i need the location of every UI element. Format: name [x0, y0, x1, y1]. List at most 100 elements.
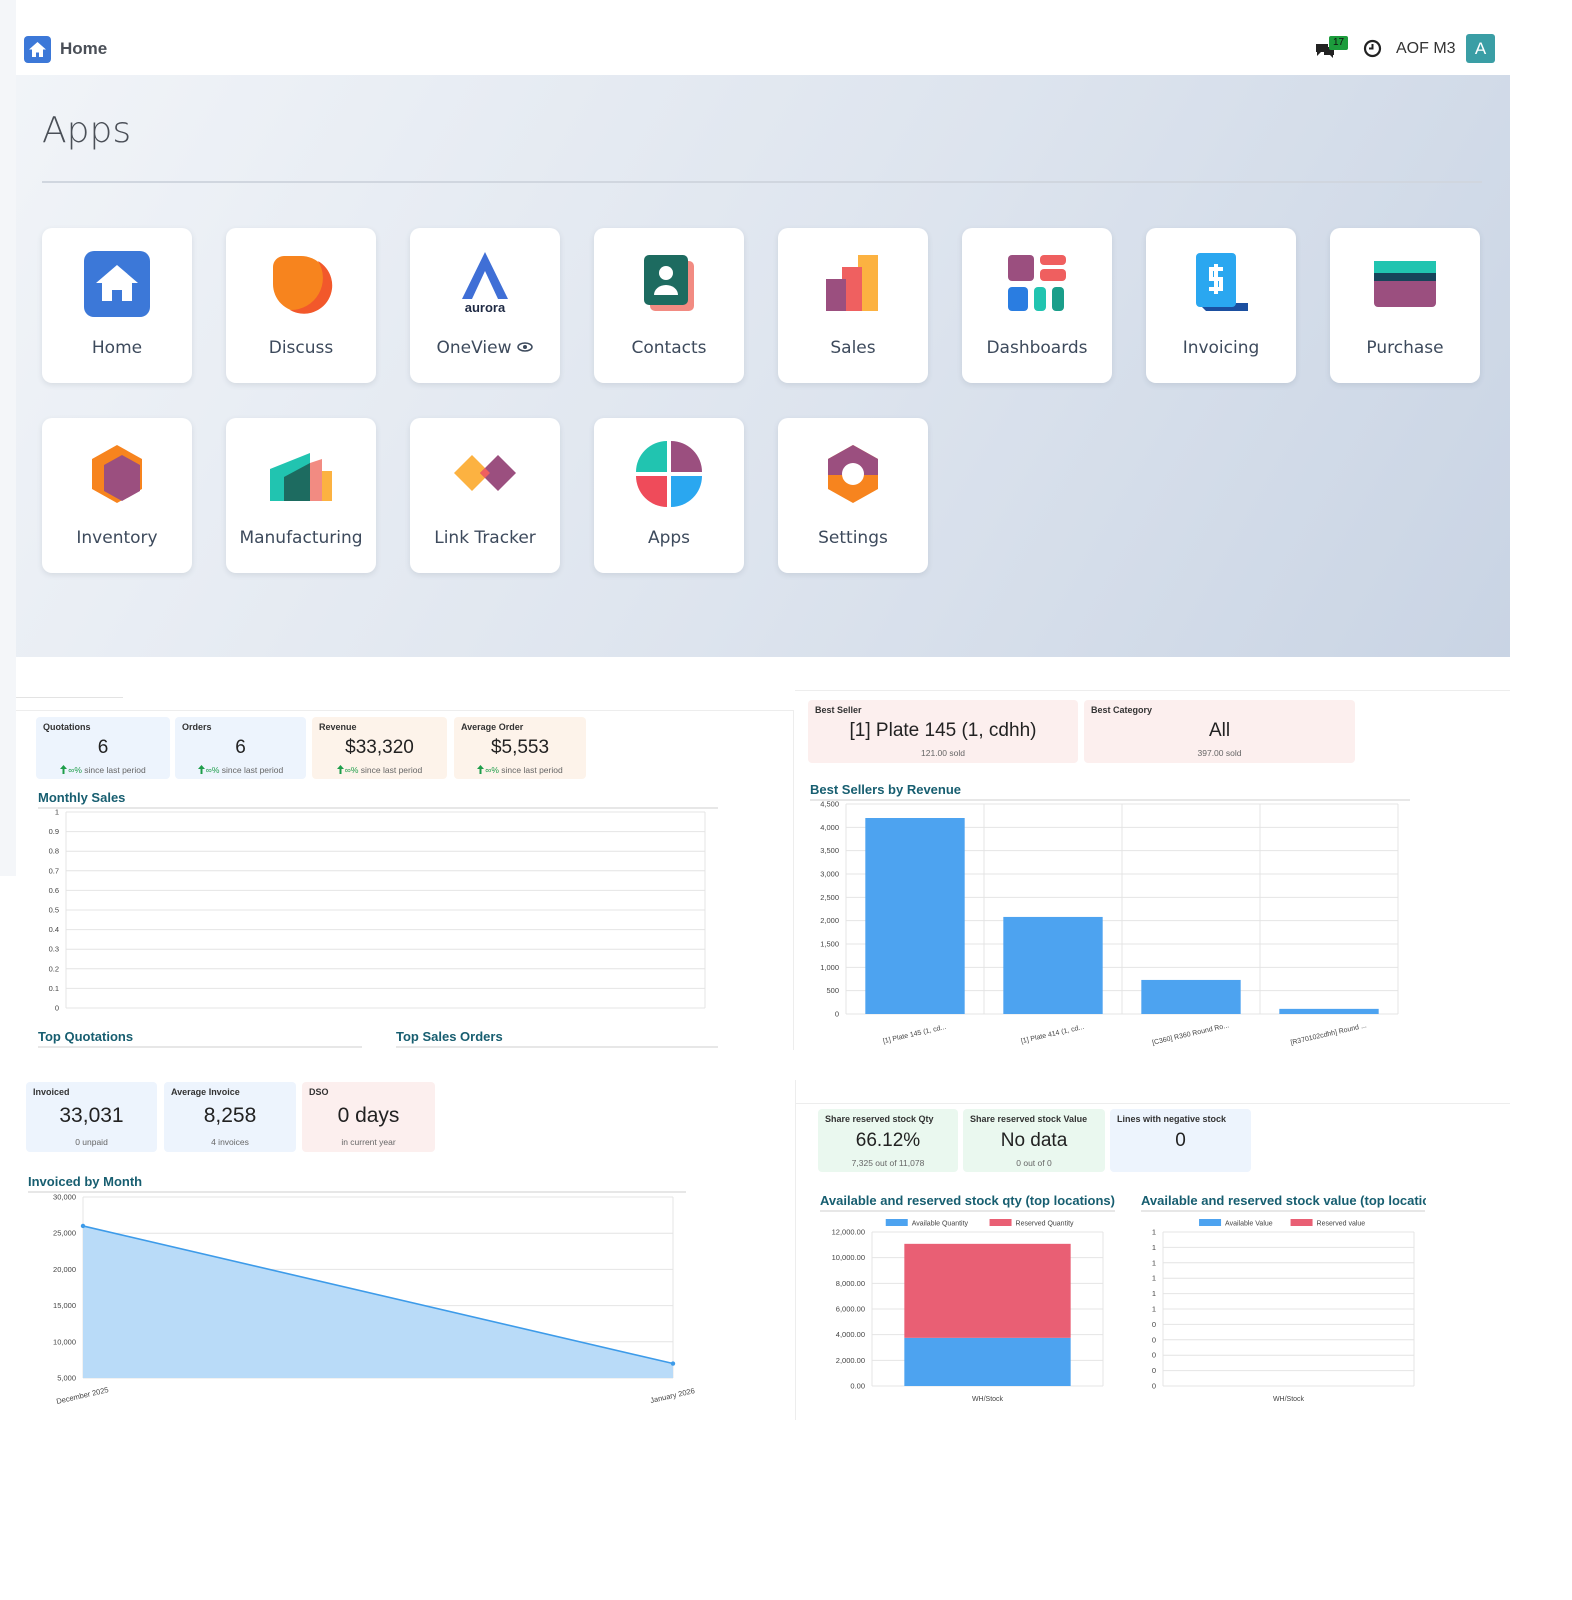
kpi-note-text: 7,325 out of 11,078 — [851, 1158, 925, 1168]
app-card[interactable]: Home — [42, 228, 192, 383]
kpi-note: 4 invoices — [164, 1137, 296, 1147]
section-title: Top Quotations — [38, 1029, 133, 1044]
app-card[interactable]: Purchase — [1330, 228, 1480, 383]
section-title: Best Sellers by Revenue — [810, 782, 961, 797]
breadcrumb[interactable]: Home — [60, 39, 108, 58]
legend-label: Reserved value — [1317, 1221, 1366, 1228]
kpi-card: Invoiced 33,031 0 unpaid — [26, 1082, 157, 1152]
app-card[interactable]: Invoicing — [1146, 228, 1296, 383]
kpi-label: Share reserved stock Qty — [825, 1114, 934, 1124]
kpi-note-text: 4 invoices — [211, 1137, 249, 1147]
y-tick-label: 8,000.00 — [836, 1279, 865, 1288]
legend-swatch — [989, 1219, 1012, 1226]
y-tick-label: 1 — [55, 808, 59, 817]
icon-shape — [480, 455, 516, 491]
y-tick-label: 25,000 — [53, 1229, 76, 1238]
left-accent — [0, 0, 16, 876]
app-label: Contacts — [631, 338, 707, 358]
icon-shape — [828, 445, 878, 475]
y-tick-label: 0 — [1152, 1351, 1156, 1360]
x-tick-label: [1] Plate 145 (1, cd... — [882, 1024, 947, 1045]
y-tick-label: 2,000 — [820, 916, 839, 925]
kpi-value: $5,553 — [490, 737, 550, 758]
icon-shape — [1374, 261, 1436, 273]
app-card[interactable]: Sales — [778, 228, 928, 383]
user-name[interactable]: AOF M3 — [1396, 40, 1456, 57]
app-card[interactable]: Inventory — [42, 418, 192, 573]
kpi-note: 7,325 out of 11,078 — [818, 1158, 958, 1168]
kpi-value: 33,031 — [59, 1104, 124, 1127]
x-tick-label: January 2026 — [649, 1386, 695, 1405]
legend-label: Available Quantity — [912, 1221, 969, 1228]
section-divider — [16, 710, 793, 711]
y-tick-label: 0 — [1152, 1366, 1156, 1375]
app-card[interactable]: Dashboards — [962, 228, 1112, 383]
section-title: Available and reserved stock qty (top lo… — [820, 1193, 1115, 1208]
user-avatar[interactable]: A — [1466, 34, 1495, 63]
icon-shape — [671, 441, 702, 472]
kpi-value: [1] Plate 145 (1, cdhh) — [849, 720, 1037, 741]
y-tick-label: 2,000.00 — [836, 1356, 865, 1365]
arrow-shape — [477, 765, 485, 774]
app-label: Sales — [830, 338, 876, 358]
y-tick-label: 0 — [1152, 1335, 1156, 1344]
section-divider — [795, 1103, 1510, 1104]
icon-shape — [322, 471, 332, 501]
y-tick-label: 1 — [1152, 1243, 1156, 1252]
kpi-note-text: 121.00 sold — [921, 748, 965, 758]
y-tick-label: 0.3 — [49, 945, 59, 954]
clock-icon[interactable] — [1363, 39, 1382, 58]
y-tick-label: 3,500 — [820, 846, 839, 855]
app-card[interactable]: Settings — [778, 418, 928, 573]
y-tick-label: 12,000.00 — [832, 1228, 865, 1237]
trend-arrow — [477, 765, 485, 774]
kpi-note: 0 unpaid — [26, 1137, 157, 1147]
icon-shape — [826, 279, 846, 311]
app-label: OneView — [410, 338, 560, 358]
y-tick-label: 0.4 — [49, 925, 59, 934]
kpi-value: 0 days — [337, 1104, 400, 1127]
icon-shape — [1040, 269, 1066, 281]
kpi-value: No data — [1000, 1130, 1068, 1151]
home-icon[interactable] — [24, 36, 51, 63]
bar — [865, 818, 965, 1014]
legend-swatch — [1290, 1219, 1313, 1226]
legend-label: Reserved Quantity — [1016, 1221, 1074, 1228]
icon-shape — [310, 459, 322, 501]
app-label: Link Tracker — [434, 528, 536, 548]
kpi-label: DSO — [309, 1087, 329, 1097]
app-label: Home — [91, 338, 143, 358]
arrow-shape — [197, 765, 205, 774]
kpi-card: Revenue $33,320 ∞% since last period — [312, 717, 447, 779]
app-card[interactable]: Discuss — [226, 228, 376, 383]
section-title: Top Sales Orders — [396, 1029, 503, 1044]
y-tick-label: 4,500 — [820, 800, 839, 809]
kpi-note-text: since last period — [84, 765, 146, 775]
kpi-label: Lines with negative stock — [1117, 1114, 1227, 1124]
app-card[interactable]: Link Tracker — [410, 418, 560, 573]
icon-shape — [636, 476, 667, 507]
trend-arrow — [336, 765, 344, 774]
icon-shape — [671, 476, 702, 507]
icon-shape — [284, 463, 310, 501]
label-text: OneView — [436, 338, 512, 358]
kpi-card: Quotations 6 ∞% since last period — [36, 717, 170, 779]
app-card[interactable]: Apps — [594, 418, 744, 573]
app-icon — [1008, 255, 1066, 311]
app-card[interactable]: Manufacturing — [226, 418, 376, 573]
y-tick-label: 0.00 — [850, 1382, 865, 1391]
notification-badge: 17 — [1329, 36, 1348, 50]
app-card[interactable]: aurora OneView — [410, 228, 560, 383]
y-tick-label: 0.7 — [49, 866, 59, 875]
app-icon — [1196, 253, 1248, 311]
eye-icon — [517, 342, 534, 352]
kpi-label: Revenue — [319, 722, 357, 732]
trend-arrow — [60, 765, 68, 774]
y-tick-label: 10,000 — [53, 1337, 76, 1346]
app-card[interactable]: Contacts — [594, 228, 744, 383]
x-tick-label: [C360] R360 Round Ro... — [1152, 1022, 1230, 1047]
y-tick-label: 1 — [1152, 1274, 1156, 1283]
kpi-note: ∞% since last period — [36, 765, 170, 775]
app-label: Settings — [818, 528, 888, 548]
kpi-change: ∞% — [485, 765, 499, 775]
